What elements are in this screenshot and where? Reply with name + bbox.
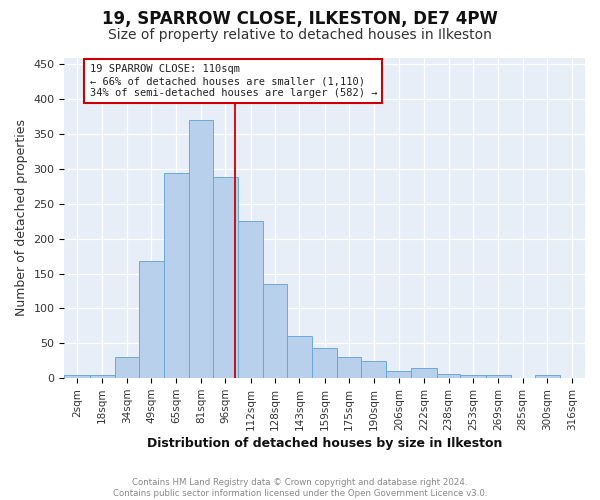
Bar [212,178,238,378]
Bar [238,220,263,378]
Bar [164,172,189,378]
Text: 19 SPARROW CLOSE: 110sqm
← 66% of detached houses are smaller (1,110)
34% of sem: 19 SPARROW CLOSE: 110sqm ← 66% of detach… [89,64,377,98]
Y-axis label: Number of detached properties: Number of detached properties [15,120,28,316]
Bar [115,358,139,378]
Bar [189,120,212,378]
Bar [412,368,437,378]
Bar [386,370,412,378]
Bar [485,376,511,378]
Text: 19, SPARROW CLOSE, ILKESTON, DE7 4PW: 19, SPARROW CLOSE, ILKESTON, DE7 4PW [102,10,498,28]
Bar [139,261,164,378]
Bar [287,336,312,378]
Text: Contains HM Land Registry data © Crown copyright and database right 2024.
Contai: Contains HM Land Registry data © Crown c… [113,478,487,498]
Bar [263,284,287,378]
X-axis label: Distribution of detached houses by size in Ilkeston: Distribution of detached houses by size … [147,437,502,450]
Bar [337,356,361,378]
Bar [437,374,460,378]
Bar [460,374,485,378]
Bar [89,376,115,378]
Bar [312,348,337,378]
Bar [535,376,560,378]
Bar [64,376,89,378]
Bar [361,361,386,378]
Text: Size of property relative to detached houses in Ilkeston: Size of property relative to detached ho… [108,28,492,42]
